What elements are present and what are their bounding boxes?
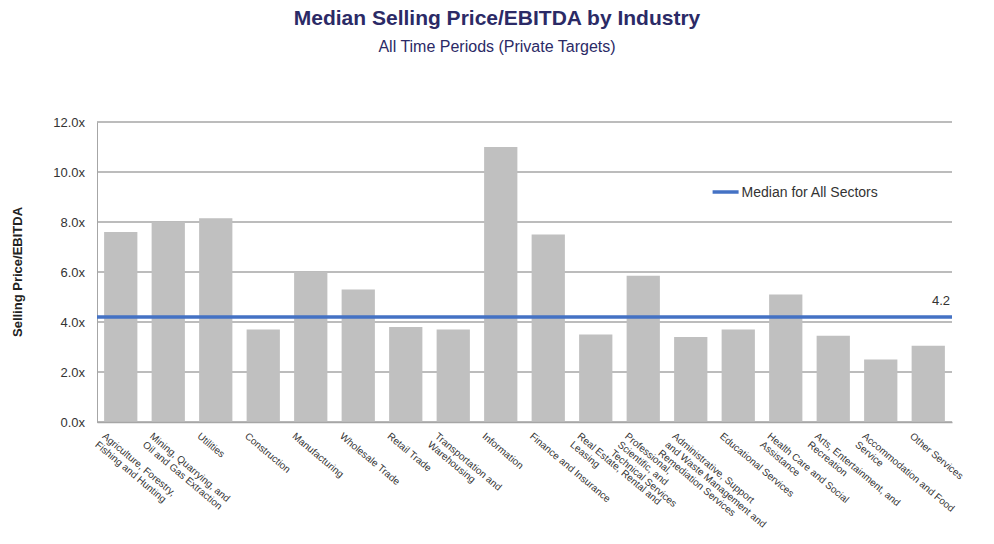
- chart: Median Selling Price/EBITDA by Industry A…: [0, 0, 994, 544]
- bar: [912, 346, 945, 422]
- y-tick: 6.0x: [60, 265, 97, 280]
- bar: [817, 336, 850, 422]
- bar: [532, 235, 565, 423]
- x-tick: Administrative, Supportand Waste Managem…: [656, 422, 775, 538]
- bar: [389, 327, 422, 422]
- reference-line: [97, 315, 952, 319]
- y-axis: 0.0x 2.0x 4.0x 6.0x 8.0x 10.0x 12.0x: [53, 115, 97, 430]
- x-tick: Utilities: [195, 422, 227, 460]
- y-tick-label: 6.0x: [60, 265, 85, 280]
- x-tick: Arts, Entertainment, andRecreation: [806, 422, 903, 517]
- x-tick-label: Utilities: [195, 430, 227, 459]
- bar: [864, 360, 897, 423]
- x-tick: Mining, Quarrying, andOil and Gas Extrac…: [141, 422, 233, 512]
- x-tick-label: Health Care and SocialAssistance: [758, 430, 851, 513]
- y-tick-label: 2.0x: [60, 365, 85, 380]
- y-tick: 4.0x: [60, 315, 97, 330]
- x-tick: Finance and Insurance: [528, 422, 613, 505]
- reference-line-group: [97, 317, 952, 318]
- x-tick: Health Care and SocialAssistance: [758, 422, 851, 513]
- x-axis: Agriculture, Forestry,Fishing and Huntin…: [93, 422, 965, 538]
- x-tick-label: Information: [480, 430, 525, 471]
- bar: [722, 330, 755, 423]
- subtitle: All Time Periods (Private Targets): [378, 38, 615, 55]
- y-tick-label: 10.0x: [53, 165, 85, 180]
- x-tick: Manufacturing: [290, 422, 346, 480]
- bar: [104, 232, 137, 422]
- bar: [627, 276, 660, 422]
- x-tick-label: Other Services: [908, 430, 966, 481]
- y-tick-label: 0.0x: [60, 415, 85, 430]
- bar: [437, 330, 470, 423]
- x-tick-label: Finance and Insurance: [528, 430, 613, 504]
- bar: [484, 147, 517, 422]
- y-axis-title: Selling Price/EBITDA: [10, 206, 25, 337]
- x-tick-label: Arts, Entertainment, andRecreation: [806, 430, 903, 516]
- legend-swatch: [713, 190, 739, 194]
- y-tick-label: 4.0x: [60, 315, 85, 330]
- x-tick: Information: [480, 422, 525, 471]
- bar: [247, 330, 280, 423]
- bars: [104, 147, 945, 422]
- y-tick: 8.0x: [60, 215, 97, 230]
- grid-line: [97, 121, 952, 123]
- x-tick-label: Construction: [243, 430, 293, 475]
- bar: [199, 218, 232, 422]
- legend: Median for All Sectors: [713, 184, 878, 200]
- bar: [674, 337, 707, 422]
- plot: 0.0x 2.0x 4.0x 6.0x 8.0x 10.0x 12.0x 4.2 Median …: [53, 115, 965, 538]
- reference-line-label: 4.2: [932, 293, 950, 308]
- y-tick: 0.0x: [60, 415, 97, 430]
- y-tick-label: 12.0x: [53, 115, 85, 130]
- bar: [769, 295, 802, 423]
- grid-line: [97, 171, 952, 173]
- y-tick-label: 8.0x: [60, 215, 85, 230]
- bar: [294, 272, 327, 422]
- x-tick: Construction: [243, 422, 293, 475]
- x-tick: Other Services: [908, 422, 966, 481]
- bar: [342, 290, 375, 423]
- y-axis-line: [97, 123, 98, 423]
- x-tick-label: Accommodation and FoodService: [853, 430, 957, 522]
- bar: [152, 222, 185, 422]
- bar: [579, 335, 612, 423]
- x-tick-label: Retail Trade: [385, 430, 434, 473]
- y-tick: 10.0x: [53, 165, 97, 180]
- x-tick-label: Mining, Quarrying, andOil and Gas Extrac…: [141, 430, 233, 512]
- y-tick: 12.0x: [53, 115, 97, 130]
- x-tick: Accommodation and FoodService: [853, 422, 957, 522]
- title: Median Selling Price/EBITDA by Industry: [294, 6, 701, 29]
- y-tick: 2.0x: [60, 365, 97, 380]
- x-axis-line: [98, 422, 953, 424]
- grid: [97, 122, 952, 422]
- legend-label: Median for All Sectors: [742, 184, 878, 200]
